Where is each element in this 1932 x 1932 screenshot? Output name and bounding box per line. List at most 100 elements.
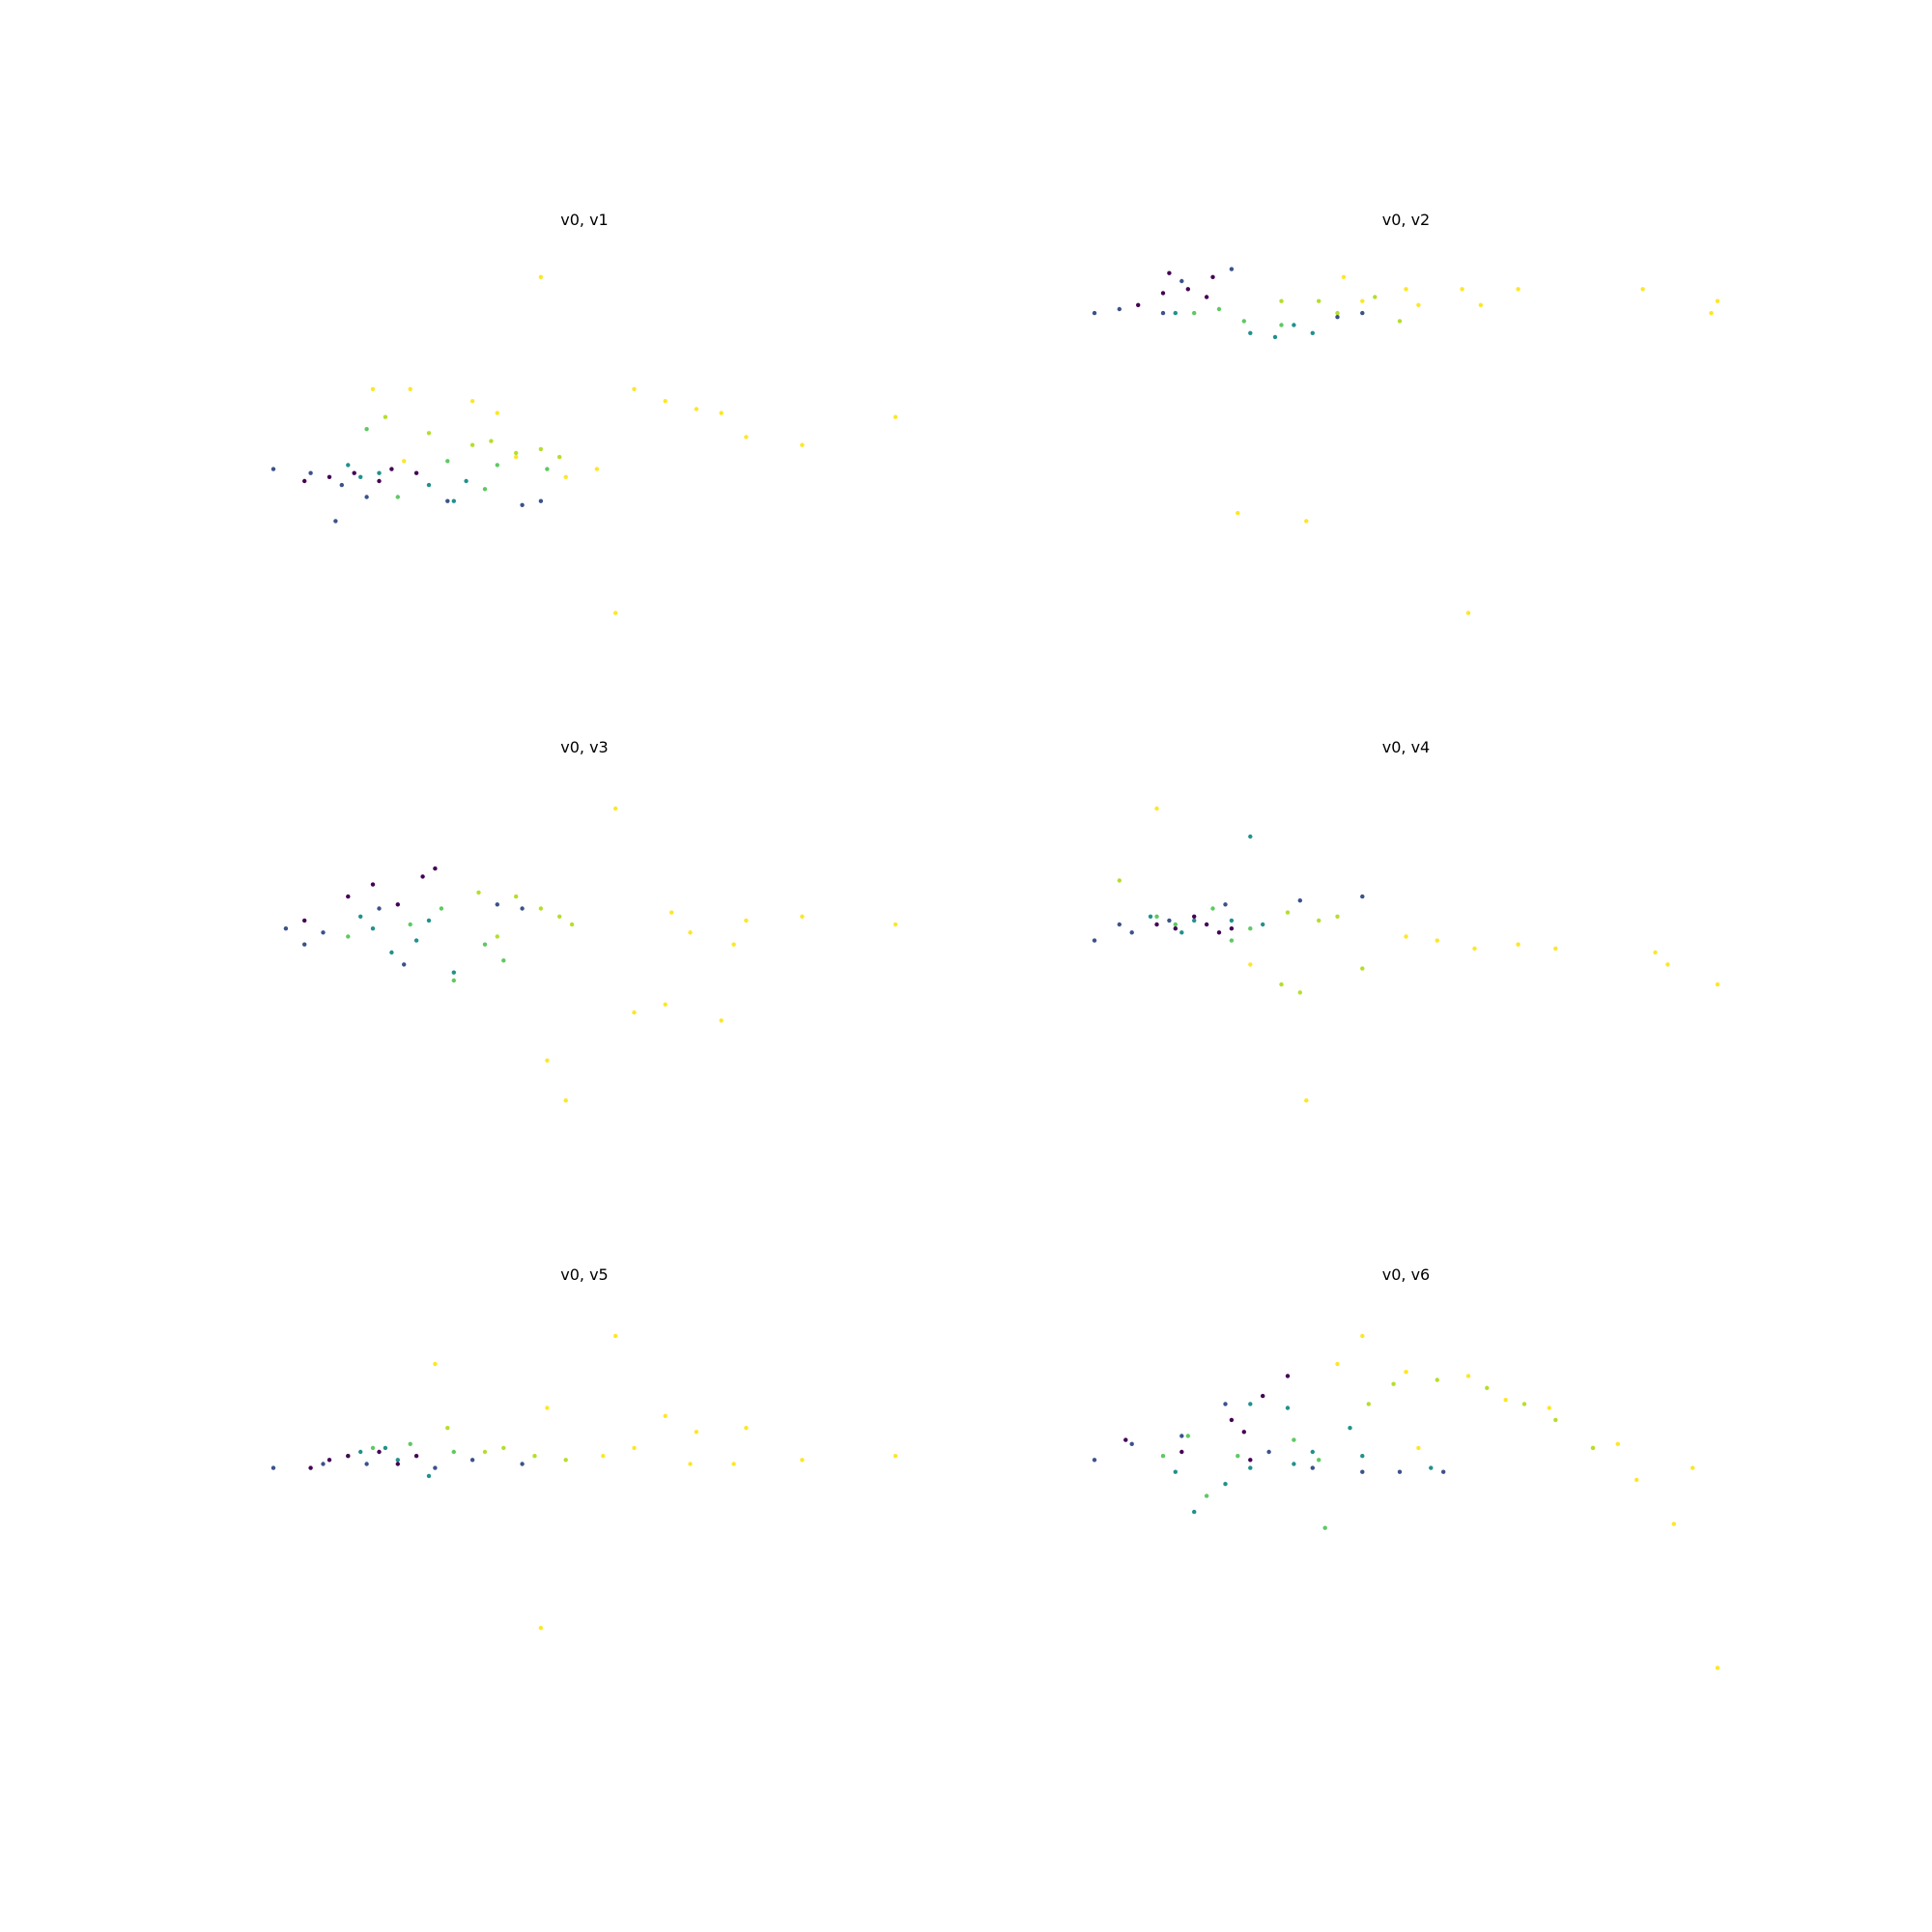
scatter-point [1192, 1509, 1197, 1515]
scatter-point [451, 1449, 456, 1455]
scatter-point [800, 442, 805, 447]
scatter-point [1310, 1449, 1316, 1455]
scatter-point [1435, 1378, 1440, 1382]
scatter-point [1297, 898, 1303, 903]
panel-title: v0, v1 [560, 211, 608, 229]
scatter-point [1236, 510, 1240, 516]
scatter-point [663, 1002, 668, 1008]
panel-title: v0, v6 [1382, 1265, 1430, 1284]
scatter-point [632, 1445, 637, 1451]
scatter-point [1304, 1098, 1309, 1103]
scatter-point [426, 482, 432, 488]
scatter-point [377, 906, 382, 911]
scatter-point [1123, 1437, 1128, 1442]
scatter-point [1709, 310, 1714, 316]
scatter-point [1229, 918, 1235, 923]
scatter-point [370, 386, 376, 391]
scatter-point [1516, 287, 1520, 292]
scatter-point [1192, 914, 1197, 919]
scatter-point [1472, 946, 1477, 952]
scatter-point [1179, 1434, 1184, 1438]
scatter-point [1173, 922, 1179, 927]
scatter-point [445, 459, 450, 464]
scatter-point [476, 890, 481, 895]
scatter-point [1285, 910, 1291, 915]
scatter-point [433, 1465, 438, 1470]
scatter-point [495, 934, 499, 939]
scatter-point [283, 926, 289, 931]
scatter-point [501, 1445, 506, 1451]
scatter-point [395, 1458, 400, 1463]
scatter-point [613, 611, 618, 615]
scatter-point [1223, 902, 1228, 907]
scatter-point [1360, 966, 1365, 971]
scatter-point [308, 1465, 313, 1470]
scatter-point [482, 487, 488, 492]
scatter-point [1615, 1441, 1621, 1447]
scatter-point [1671, 1521, 1677, 1526]
scatter-point [1366, 1402, 1372, 1406]
scatter-point [1690, 1465, 1695, 1470]
scatter-point [1117, 306, 1122, 312]
scatter-point [694, 407, 699, 412]
scatter-point [1092, 310, 1097, 316]
scatter-point [1173, 926, 1179, 931]
scatter-point [413, 470, 419, 475]
scatter-point [520, 502, 525, 507]
scatter-point [1348, 1426, 1352, 1431]
scatter-point [1429, 1465, 1434, 1470]
scatter-point [1129, 1441, 1134, 1447]
scatter-point [1179, 278, 1184, 284]
scatter-point [364, 1462, 369, 1466]
scatter-point [377, 470, 382, 475]
scatter-point [1154, 914, 1159, 919]
scatter-panel-5: v0, v5 [270, 1265, 898, 1631]
scatter-point [1590, 1445, 1596, 1451]
scatter-point [1167, 270, 1172, 275]
scatter-point [270, 467, 276, 471]
scatter-point [389, 467, 394, 471]
scatter-point [1160, 1454, 1166, 1459]
scatter-point [321, 1462, 326, 1466]
scatter-point [663, 399, 668, 404]
scatter-point [1216, 930, 1222, 935]
scatter-point [1248, 330, 1253, 335]
scatter-point [1248, 834, 1253, 839]
scatter-point [1092, 938, 1097, 943]
scatter-point [1640, 287, 1645, 292]
scatter-point [1229, 926, 1235, 931]
scatter-point [420, 874, 425, 879]
scatter-point [377, 478, 382, 484]
scatter-point [514, 450, 519, 456]
scatter-point [1653, 950, 1658, 955]
scatter-point [1416, 302, 1421, 307]
scatter-point [302, 942, 307, 947]
panels-group: v0, v1 v0, v2 v0, v3 v0, v4 v0, v5 v0, v6 [270, 211, 1720, 1670]
scatter-point [1173, 310, 1179, 316]
scatter-point [364, 427, 369, 432]
scatter-point [1292, 1462, 1296, 1466]
scatter-point [370, 882, 376, 887]
scatter-point [1229, 938, 1235, 943]
scatter-point [1292, 323, 1296, 327]
scatter-point [402, 962, 407, 967]
scatter-point [1117, 878, 1122, 883]
scatter-point [383, 1445, 388, 1451]
scatter-point [1335, 310, 1340, 316]
scatter-point [302, 918, 307, 923]
scatter-point [1167, 918, 1172, 923]
scatter-point [1204, 1493, 1209, 1498]
scatter-point [1261, 1393, 1265, 1399]
scatter-point [1266, 1449, 1271, 1455]
scatter-panel-4: v0, v4 [1092, 738, 1720, 1103]
scatter-point [1465, 1374, 1471, 1378]
scatter-point [557, 454, 562, 460]
scatter-point [538, 1626, 544, 1631]
scatter-point [1304, 519, 1309, 524]
scatter-point [1223, 1482, 1228, 1487]
scatter-point [688, 1462, 693, 1466]
scatter-point [1160, 310, 1166, 316]
scatter-point [395, 495, 400, 499]
scatter-point [1148, 914, 1153, 919]
scatter-point [489, 439, 494, 443]
